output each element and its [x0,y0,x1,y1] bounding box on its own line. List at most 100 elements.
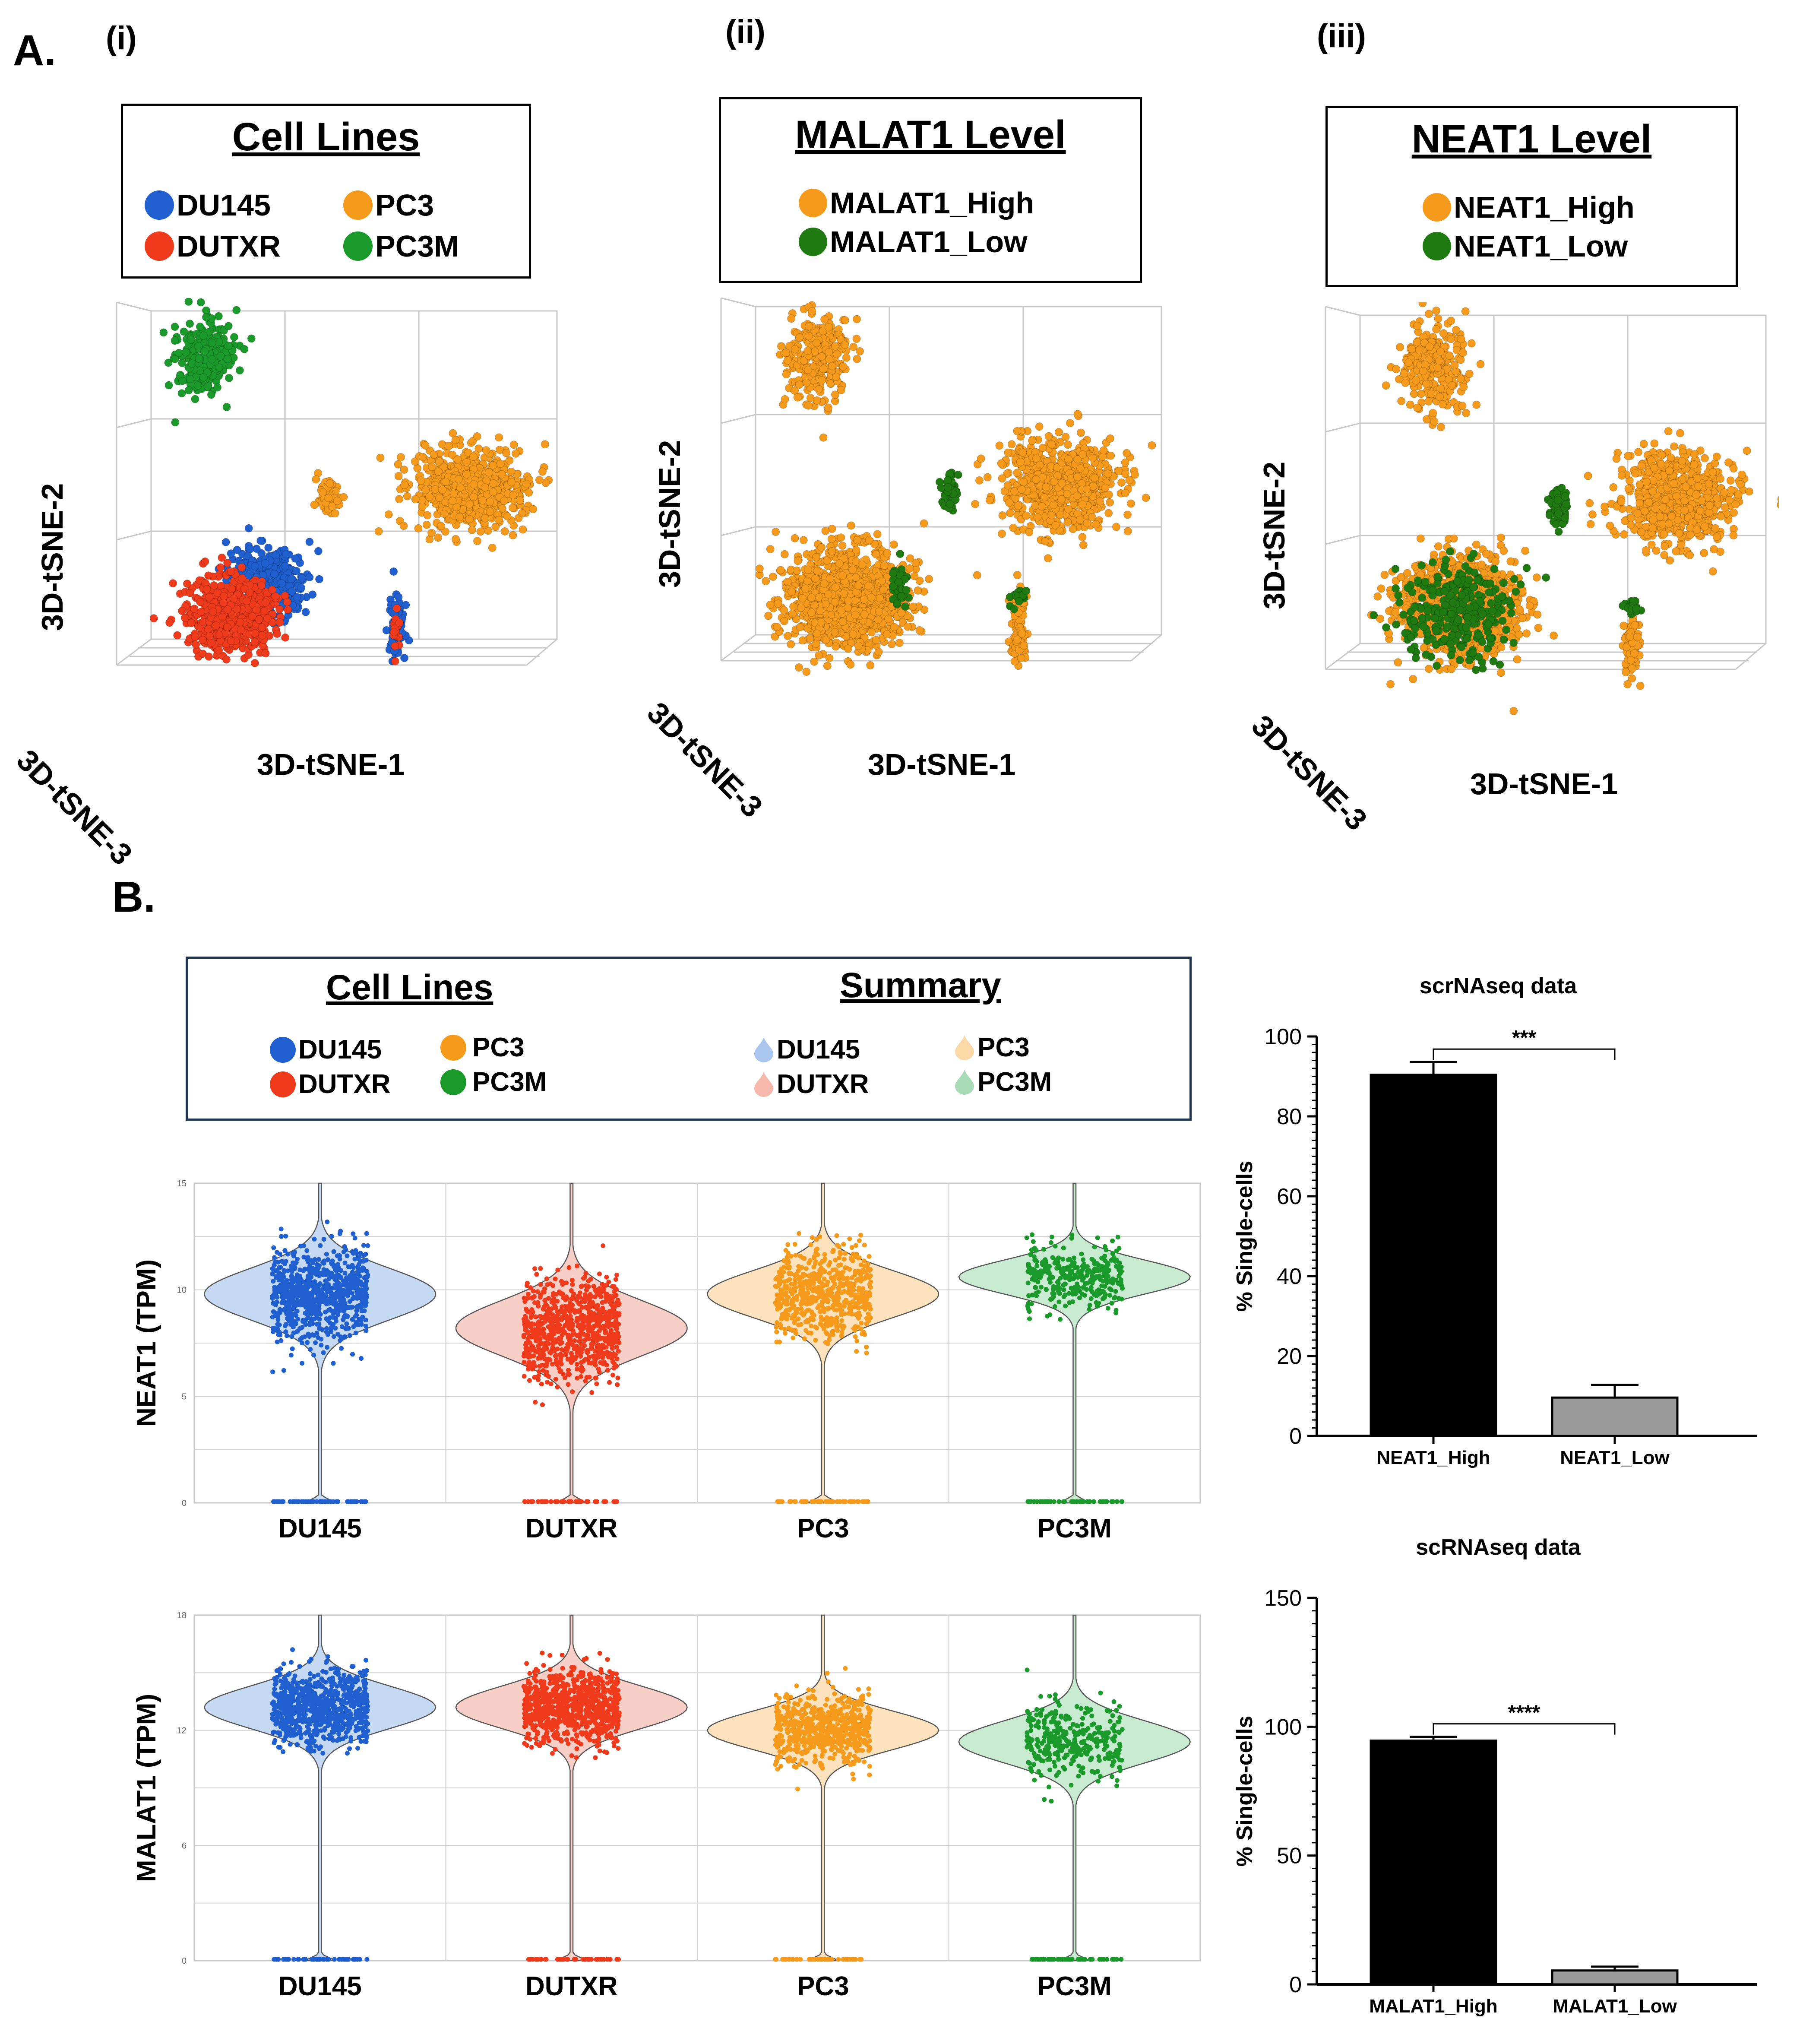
data-point [1017,654,1025,662]
data-point [1434,314,1442,323]
data-point [1448,381,1456,390]
data-point [258,623,266,632]
data-point [883,630,892,639]
data-point [213,589,222,597]
data-point [204,571,213,580]
data-point [824,323,833,332]
data-point [954,470,962,479]
data-point [1038,502,1046,511]
data-point [392,604,401,613]
data-point [187,619,196,627]
data-point [310,501,319,509]
low-dot-icon [799,228,827,256]
data-point [1447,335,1455,343]
legend-label: PC3 [375,188,434,222]
data-point [841,316,849,325]
data-point [1450,361,1459,369]
series-dutxr [149,553,404,667]
data-point [223,623,231,631]
legend-label: DU145 [177,188,271,222]
data-point [795,333,804,342]
data-point [920,519,928,528]
data-point [1032,454,1041,463]
data-point [314,547,323,555]
data-point [817,376,826,385]
data-point [389,567,398,576]
data-point [915,626,924,634]
data-point [762,577,770,586]
data-point [1025,528,1034,536]
data-point [277,579,286,588]
data-point [1028,437,1037,445]
data-point [257,581,266,590]
data-point [229,594,238,603]
data-point [431,485,440,494]
data-point [828,547,836,556]
data-point [261,559,269,567]
data-point [284,605,292,614]
data-point [1458,402,1467,410]
data-point [184,386,193,395]
data-point [173,631,182,640]
data-point [298,574,307,583]
data-point [485,498,494,506]
pc3m-dot-icon [343,231,373,261]
data-point [1401,379,1410,387]
du145-dot-icon [145,190,174,220]
data-point [180,327,188,336]
data-point [832,642,840,651]
data-point [250,638,259,646]
data-point [522,480,531,488]
data-point [783,577,792,586]
data-point [844,596,853,605]
data-point [301,608,310,616]
data-point [851,611,860,619]
data-point [895,578,903,586]
data-point [1476,360,1485,368]
data-point [803,577,812,585]
tsne-plot-malat1 [720,297,1162,676]
data-point [481,514,489,523]
data-point [791,534,799,542]
data-point [788,609,797,618]
data-point [998,529,1006,538]
depth-edge [116,638,152,666]
data-point [1004,448,1012,457]
data-point [374,527,383,536]
data-point [216,352,225,361]
legend-item-malat1-high: MALAT1_High [799,186,1034,220]
data-point [975,476,984,485]
data-point [798,594,807,602]
data-point [516,496,524,505]
legend-item-malat1-low: MALAT1_Low [799,225,1028,259]
data-point [821,526,830,535]
data-point [755,564,764,573]
data-point [201,557,209,566]
data-point [395,618,404,627]
data-point [998,511,1007,520]
data-point [288,587,296,596]
data-point [1091,520,1100,529]
data-point [1078,533,1087,542]
data-point [839,362,848,371]
data-point [215,363,223,372]
data-point [884,615,892,623]
data-point [853,355,861,363]
data-point [216,563,225,572]
data-point [854,581,863,590]
data-point [1029,491,1038,499]
data-point [489,479,498,488]
data-point [867,628,876,637]
data-point [866,661,875,670]
data-point [787,640,795,649]
data-point [171,418,180,427]
data-point [1148,441,1156,450]
data-point [518,509,526,517]
data-point [764,612,773,620]
data-point [507,478,516,486]
data-point [1082,485,1091,494]
data-point [787,314,796,323]
data-point [390,628,399,637]
data-point [175,349,183,357]
back-wall [150,310,558,640]
